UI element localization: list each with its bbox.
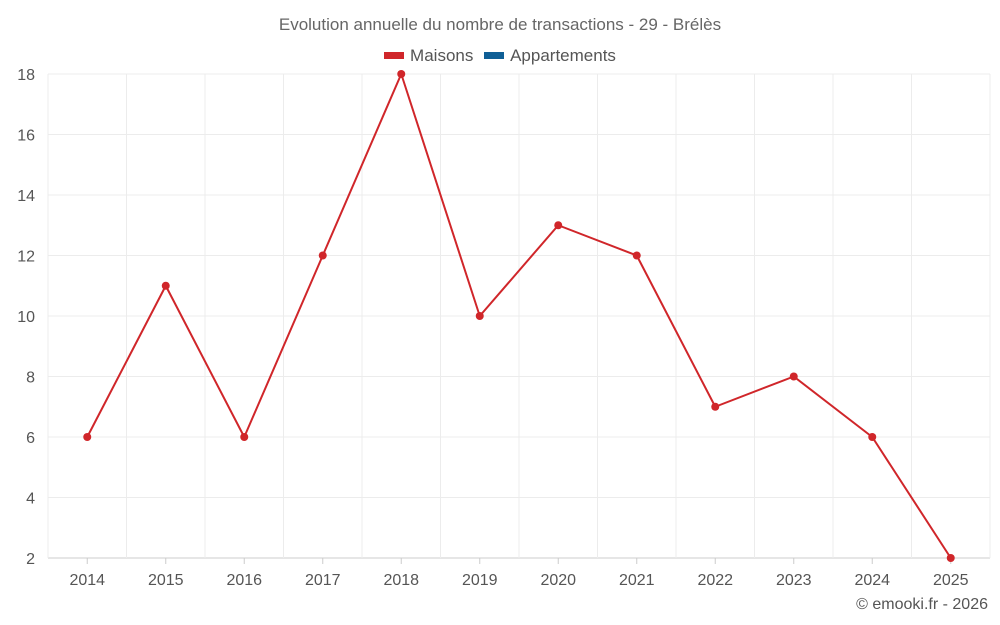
y-tick-label-12: 12: [17, 249, 35, 266]
data-point-maisons-2024[interactable]: [868, 433, 877, 441]
legend-item-appartements[interactable]: Appartements: [484, 46, 616, 66]
y-tick-label-10: 10: [17, 309, 35, 326]
y-tick-label-2: 2: [26, 551, 35, 568]
x-tick-label-2021: 2021: [619, 572, 655, 589]
credit-text: © emooki.fr - 2026: [856, 596, 988, 613]
data-point-maisons-2018[interactable]: [397, 70, 406, 78]
data-point-maisons-2019[interactable]: [475, 312, 484, 320]
legend-label-appartements: Appartements: [510, 45, 616, 65]
chart-title: Evolution annuelle du nombre de transact…: [278, 15, 722, 34]
data-point-maisons-2022[interactable]: [711, 402, 720, 411]
data-point-maisons-2015[interactable]: [161, 281, 170, 290]
x-tick-label-2014: 2014: [69, 572, 105, 589]
data-point-maisons-2014[interactable]: [83, 433, 92, 441]
legend: Maisons Appartements: [0, 44, 1000, 66]
data-point-maisons-2025[interactable]: [946, 554, 955, 562]
data-point-maisons-2020[interactable]: [554, 221, 563, 230]
x-tick-label-2015: 2015: [148, 572, 184, 589]
data-point-maisons-2017[interactable]: [318, 251, 327, 260]
x-tick-label-2024: 2024: [854, 572, 890, 589]
legend-label-maisons: Maisons: [410, 45, 474, 65]
y-tick-label-14: 14: [17, 188, 35, 205]
data-point-maisons-2016[interactable]: [240, 433, 249, 441]
data-point-maisons-2023[interactable]: [789, 372, 798, 381]
x-tick-label-2017: 2017: [305, 572, 341, 589]
x-tick-label-2018: 2018: [383, 572, 419, 589]
x-tick-label-2020: 2020: [540, 572, 576, 589]
y-tick-label-18: 18: [17, 67, 35, 84]
legend-item-maisons[interactable]: Maisons: [384, 46, 473, 66]
y-tick-label-16: 16: [17, 128, 35, 145]
x-tick-label-2019: 2019: [462, 572, 498, 589]
y-tick-label-6: 6: [26, 430, 35, 447]
series-line-maisons: [86, 73, 952, 559]
x-tick-label-2023: 2023: [776, 572, 812, 589]
x-tick-label-2022: 2022: [697, 572, 733, 589]
y-tick-label-8: 8: [26, 370, 35, 387]
data-point-maisons-2021[interactable]: [632, 251, 641, 260]
x-tick-label-2025: 2025: [933, 572, 969, 589]
legend-swatch-appartements: [484, 52, 505, 59]
x-tick-label-2016: 2016: [226, 572, 262, 589]
legend-swatch-maisons: [384, 52, 405, 59]
y-tick-label-4: 4: [26, 491, 35, 508]
